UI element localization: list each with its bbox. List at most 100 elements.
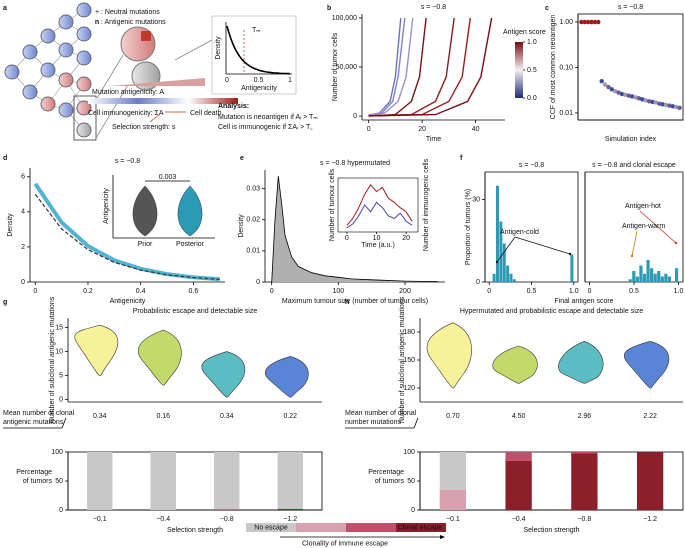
x-tick-label: 1.0 — [569, 288, 579, 295]
chart-title: s = −0.8 — [115, 158, 140, 165]
point — [643, 98, 648, 103]
bar-segment — [87, 452, 113, 510]
point — [674, 104, 679, 110]
inset-tick-label: 0 — [225, 77, 229, 84]
chart-title: s = −0.8 — [519, 162, 544, 169]
colorbar-tick-label: 0.5 — [527, 67, 537, 74]
x-tick-label: −0.4 — [156, 516, 170, 523]
x-tick-label: −0.1 — [446, 516, 460, 523]
mean-value: 2.22 — [643, 413, 657, 420]
bar-segment — [571, 453, 598, 510]
inset-line — [346, 183, 413, 226]
highlight-box — [73, 95, 97, 141]
histogram-bar — [660, 276, 664, 282]
x-tick-label: 0.4 — [136, 288, 146, 295]
inset-violin — [177, 185, 203, 237]
y-axis-label: Number of subclonal antigenic mutations — [49, 296, 56, 423]
zoom-line — [95, 54, 124, 101]
cell — [76, 50, 92, 66]
histogram-bar — [635, 276, 639, 282]
arrow-head — [630, 254, 634, 258]
bar-segment — [150, 452, 176, 510]
point — [663, 102, 669, 108]
x-tick-label: 0 — [367, 126, 371, 133]
bar-segment — [439, 489, 467, 510]
diagram-text: Cell immunogenicity: ΣA — [88, 110, 164, 117]
y-tick-label: 0 — [411, 507, 415, 514]
bar-segment — [439, 452, 467, 490]
diagram-text: Selection strength: s — [112, 124, 176, 131]
inset-tick-label: 10 — [373, 235, 381, 242]
panel-label: d — [3, 155, 7, 162]
point — [626, 93, 632, 98]
x-tick-label: −0.1 — [93, 516, 107, 523]
histogram-bar — [646, 260, 650, 282]
y-tick-label: 100 — [51, 449, 63, 456]
y-axis-label: Proportion of tumors (%) — [465, 189, 472, 265]
violin — [74, 324, 119, 376]
diagram-text: Cell is immunogenic if ΣAᵢ > T꜀ — [218, 124, 313, 131]
area — [271, 176, 439, 282]
legend-swatch — [346, 523, 396, 532]
p-value: 0.003 — [159, 174, 177, 181]
legend-text: : Neutral mutations — [101, 9, 160, 16]
series-line — [368, 17, 471, 117]
chart-title: s = −0.8 and clonal escape — [592, 162, 676, 169]
cell — [4, 64, 20, 80]
histogram-bar — [664, 273, 668, 282]
x-tick-label: −0.8 — [220, 516, 234, 523]
arrow-head — [568, 252, 572, 256]
panel-label: c — [545, 5, 549, 12]
x-tick-label: 40 — [472, 126, 480, 133]
bar-segment — [571, 452, 598, 454]
x-axis-label: Selection strength — [167, 527, 223, 534]
x-tick-label: −1.2 — [643, 516, 657, 523]
mean-value: 0.34 — [220, 413, 234, 420]
y-tick-label: 180 — [403, 329, 415, 336]
histogram-bar — [509, 273, 513, 282]
x-tick-label: 0.5 — [527, 288, 537, 295]
inset-category: Prior — [138, 241, 153, 248]
y-tick-label: 0.10 — [559, 64, 573, 71]
histogram-bar — [650, 268, 654, 282]
point — [585, 19, 591, 25]
x-axis-label: Final antigen score — [554, 298, 613, 305]
arrow-head — [495, 260, 499, 264]
diagram-text: Cell death — [190, 110, 222, 117]
histogram-bar — [639, 265, 643, 282]
pointer-line — [413, 417, 419, 429]
y-tick-label: 15 — [55, 324, 63, 331]
cell — [58, 102, 74, 118]
point — [579, 19, 584, 25]
inset-frame — [337, 177, 419, 233]
x-tick-label: 0.6 — [189, 288, 199, 295]
cell — [40, 28, 56, 44]
zoom-line — [174, 39, 213, 61]
mini-mark — [141, 31, 151, 41]
mean-value: 0.16 — [156, 413, 170, 420]
bar-segment — [214, 452, 240, 510]
x-tick-label: −0.8 — [577, 516, 591, 523]
series-line — [368, 17, 493, 117]
histogram-bar — [653, 273, 657, 282]
point — [677, 105, 682, 110]
panel-label: e — [240, 155, 244, 162]
y-tick-label: 120 — [403, 385, 415, 392]
bar-segment — [505, 460, 532, 510]
point — [623, 92, 628, 98]
panel-label: g — [3, 299, 7, 306]
y-tick-label: 4 — [21, 209, 25, 216]
x-tick-label: 0 — [33, 288, 37, 295]
violin — [201, 351, 246, 398]
histogram-bar — [628, 279, 632, 282]
pointer-line — [61, 417, 67, 429]
x-axis-label: Selection strength — [523, 527, 579, 534]
violin — [624, 341, 670, 389]
inset-y-label: Number of tumour cells — [329, 168, 336, 241]
panel-label: h — [345, 299, 349, 306]
inset-line — [346, 201, 413, 229]
chart-title: s = −0.8 — [421, 4, 446, 11]
point — [609, 87, 615, 92]
inset-x-label: Antigenicity — [241, 85, 277, 92]
violin — [426, 322, 472, 389]
